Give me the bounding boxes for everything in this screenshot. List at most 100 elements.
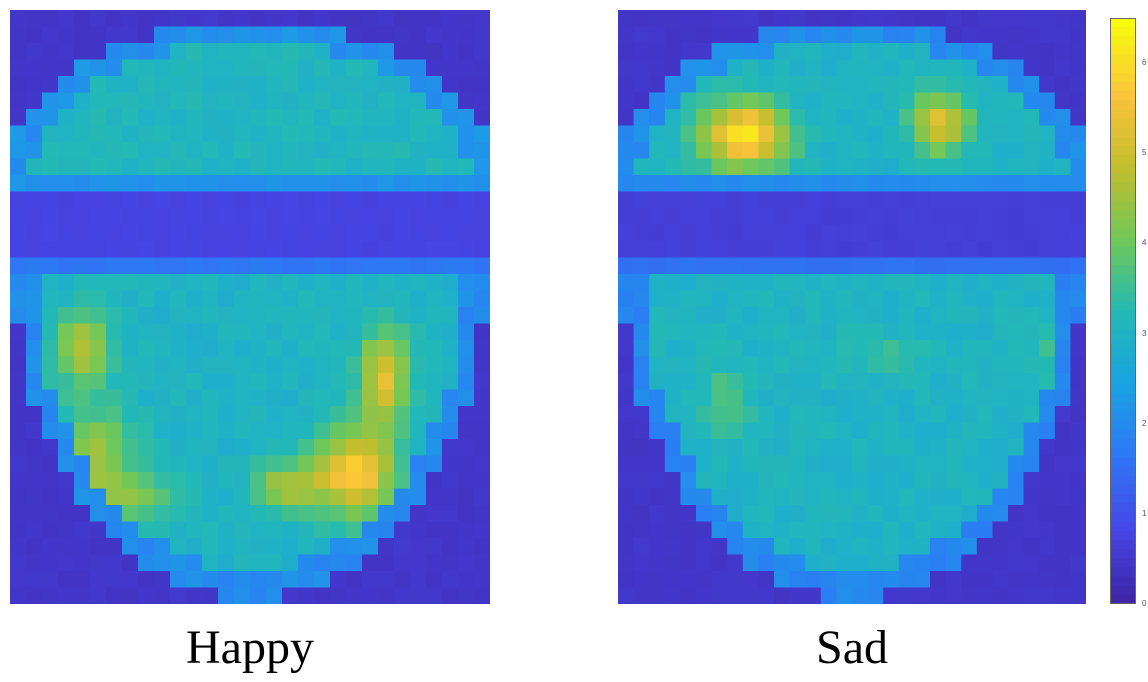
heatmap-cell bbox=[836, 208, 853, 226]
heatmap-cell bbox=[618, 422, 635, 440]
heatmap-cell bbox=[218, 125, 235, 143]
heatmap-cell bbox=[218, 257, 235, 275]
heatmap-cell bbox=[378, 472, 395, 490]
heatmap-cell bbox=[758, 587, 775, 604]
heatmap-cell bbox=[742, 505, 759, 523]
heatmap-cell bbox=[1008, 521, 1025, 539]
heatmap-cell bbox=[914, 340, 931, 358]
heatmap-cell bbox=[10, 224, 27, 242]
heatmap-cell bbox=[186, 26, 203, 44]
heatmap-cell bbox=[649, 422, 666, 440]
heatmap-cell bbox=[742, 554, 759, 572]
heatmap-cell bbox=[394, 208, 411, 226]
heatmap-cell bbox=[202, 26, 219, 44]
heatmap-cell bbox=[58, 422, 75, 440]
heatmap-cell bbox=[742, 587, 759, 604]
heatmap-cell bbox=[42, 274, 59, 292]
heatmap-cell bbox=[58, 175, 75, 193]
heatmap-cell bbox=[992, 274, 1009, 292]
heatmap-cell bbox=[346, 538, 363, 556]
colorbar-step bbox=[1110, 576, 1136, 587]
heatmap-cell bbox=[992, 26, 1009, 44]
heatmap-cell bbox=[836, 76, 853, 94]
heatmap-cell bbox=[10, 241, 27, 259]
heatmap-cell bbox=[202, 422, 219, 440]
heatmap-cell bbox=[250, 191, 267, 209]
heatmap-cell bbox=[362, 10, 379, 28]
heatmap-cell bbox=[330, 26, 347, 44]
heatmap-cell bbox=[410, 356, 427, 374]
heatmap-cell bbox=[442, 472, 459, 490]
heatmap-cell bbox=[26, 373, 43, 391]
heatmap-cell bbox=[122, 505, 139, 523]
heatmap-cell bbox=[1054, 389, 1071, 407]
heatmap-cell bbox=[618, 208, 635, 226]
heatmap-cell bbox=[774, 274, 791, 292]
heatmap-cell bbox=[234, 257, 251, 275]
heatmap-cell bbox=[664, 59, 681, 77]
heatmap-cell bbox=[442, 340, 459, 358]
heatmap-cell bbox=[649, 571, 666, 589]
heatmap-cell bbox=[362, 406, 379, 424]
heatmap-cell bbox=[346, 356, 363, 374]
heatmap-cell bbox=[649, 455, 666, 473]
heatmap-cell bbox=[742, 307, 759, 325]
heatmap-cell bbox=[805, 59, 822, 77]
heatmap-cell bbox=[186, 389, 203, 407]
heatmap-cell bbox=[234, 521, 251, 539]
heatmap-cell bbox=[362, 76, 379, 94]
heatmap-cell bbox=[1054, 92, 1071, 110]
heatmap-cell bbox=[426, 274, 443, 292]
heatmap-cell bbox=[314, 109, 331, 127]
heatmap-cell bbox=[758, 472, 775, 490]
heatmap-cell bbox=[410, 142, 427, 160]
heatmap-cell bbox=[474, 340, 490, 358]
heatmap-cell bbox=[122, 59, 139, 77]
heatmap-cell bbox=[154, 125, 171, 143]
heatmap-cell bbox=[696, 224, 713, 242]
heatmap-cell bbox=[330, 224, 347, 242]
colorbar-step bbox=[1110, 164, 1136, 175]
heatmap-cell bbox=[426, 142, 443, 160]
heatmap-cell bbox=[474, 307, 490, 325]
heatmap-cell bbox=[42, 323, 59, 341]
heatmap-cell bbox=[218, 587, 235, 604]
heatmap-cell bbox=[805, 571, 822, 589]
heatmap-cell bbox=[1070, 76, 1086, 94]
heatmap-cell bbox=[664, 340, 681, 358]
heatmap-cell bbox=[961, 505, 978, 523]
heatmap-cell bbox=[234, 538, 251, 556]
heatmap-cell bbox=[898, 373, 915, 391]
heatmap-cell bbox=[362, 587, 379, 604]
heatmap-cell bbox=[218, 208, 235, 226]
heatmap-cell bbox=[442, 142, 459, 160]
heatmap-cell bbox=[649, 587, 666, 604]
heatmap-cell bbox=[74, 191, 91, 209]
heatmap-cell bbox=[820, 472, 837, 490]
heatmap-cell bbox=[330, 505, 347, 523]
heatmap-cell bbox=[633, 571, 650, 589]
heatmap-cell bbox=[346, 76, 363, 94]
heatmap-cell bbox=[474, 76, 490, 94]
heatmap-cell bbox=[58, 191, 75, 209]
heatmap-cell bbox=[1054, 109, 1071, 127]
colorbar-step bbox=[1110, 45, 1136, 56]
heatmap-cell bbox=[805, 142, 822, 160]
heatmap-cell bbox=[170, 125, 187, 143]
heatmap-cell bbox=[282, 59, 299, 77]
heatmap-cell bbox=[10, 389, 27, 407]
heatmap-cell bbox=[410, 109, 427, 127]
heatmap-cell bbox=[914, 224, 931, 242]
heatmap-cell bbox=[346, 439, 363, 457]
heatmap-cell bbox=[727, 142, 744, 160]
heatmap-cell bbox=[138, 439, 155, 457]
heatmap-cell bbox=[10, 472, 27, 490]
heatmap-cell bbox=[836, 488, 853, 506]
heatmap-cell bbox=[426, 554, 443, 572]
heatmap-cell bbox=[883, 10, 900, 28]
heatmap-cell bbox=[410, 158, 427, 176]
heatmap-cell bbox=[711, 274, 728, 292]
heatmap-cell bbox=[42, 125, 59, 143]
heatmap-cell bbox=[58, 307, 75, 325]
heatmap-cell bbox=[218, 92, 235, 110]
